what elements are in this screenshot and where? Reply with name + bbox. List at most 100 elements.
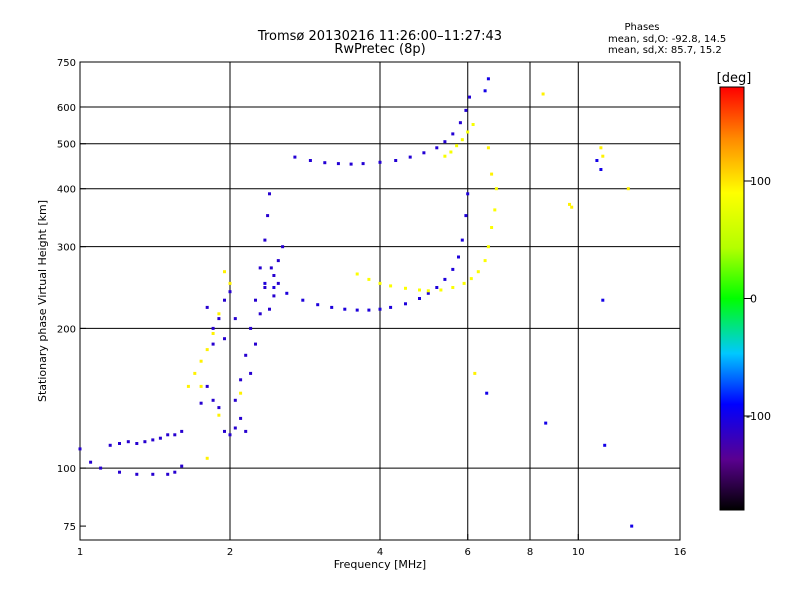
echo-point (199, 401, 203, 405)
colorbar-tick-label: 100 (750, 175, 771, 188)
echo-point (471, 123, 475, 126)
echo-point (228, 290, 232, 294)
phases-o-stats: mean, sd,O: -92.8, 14.5 (608, 34, 726, 45)
x-tick-label: 16 (674, 547, 687, 558)
echo-point (361, 162, 365, 166)
y-tick-label: 400 (57, 185, 76, 196)
echo-point (435, 286, 439, 289)
colorbar-tick-label: 0 (750, 293, 757, 306)
echo-point (108, 443, 112, 447)
echo-point (378, 307, 382, 311)
echo-point (483, 259, 487, 263)
echo-point (473, 371, 477, 375)
grid-lines (80, 62, 680, 540)
echo-point (378, 281, 382, 285)
echo-point (118, 470, 121, 474)
colorbar (719, 86, 745, 511)
echo-point (301, 298, 305, 302)
echo-point (630, 524, 634, 528)
phases-title: Phases (624, 22, 659, 33)
echo-point (223, 429, 226, 433)
echo-point (404, 302, 407, 306)
echo-point (449, 150, 453, 154)
echo-point (460, 238, 464, 242)
x-axis-label: Frequency [MHz] (334, 558, 426, 571)
echo-point (466, 192, 470, 196)
echo-point (451, 267, 455, 271)
echo-point (485, 391, 489, 395)
echo-point (199, 359, 203, 363)
echo-point (626, 187, 630, 191)
echo-point (126, 440, 130, 444)
echo-point (166, 433, 170, 437)
echo-point (186, 384, 190, 388)
echo-point (367, 308, 371, 312)
echo-point (258, 312, 262, 316)
echo-point (135, 442, 139, 445)
echo-point (272, 286, 276, 289)
echo-point (205, 348, 209, 352)
echo-point (263, 238, 267, 242)
echo-point (426, 291, 430, 295)
echo-point (151, 438, 155, 442)
echo-point (217, 312, 221, 316)
y-tick-label: 500 (57, 140, 76, 151)
echo-point (199, 384, 203, 388)
echo-point (276, 259, 280, 263)
echo-point (570, 205, 574, 209)
echo-point (464, 108, 468, 112)
echo-point (486, 146, 490, 150)
echo-point (217, 406, 221, 410)
echo-point (239, 391, 243, 395)
echo-point (490, 226, 494, 229)
echo-point (349, 162, 353, 166)
x-tick-label: 4 (377, 547, 383, 558)
echo-point (258, 266, 262, 270)
echo-point (451, 286, 455, 289)
y-tick-label: 75 (63, 522, 76, 533)
echo-point (544, 421, 548, 425)
echo-point (118, 442, 121, 445)
echo-point (173, 470, 177, 474)
x-tick-label: 6 (465, 547, 471, 558)
echo-point (223, 270, 226, 274)
echo-point (263, 281, 267, 285)
echo-point (443, 140, 447, 144)
echo-point (211, 332, 215, 335)
echo-point (151, 472, 155, 476)
y-tick-label: 300 (57, 243, 76, 254)
echo-point (601, 154, 605, 158)
echo-point (483, 89, 487, 93)
y-tick-label: 600 (57, 103, 76, 114)
echo-point (458, 121, 462, 125)
echo-point (266, 214, 270, 218)
echo-point (223, 298, 226, 302)
echo-point (541, 92, 545, 96)
x-tick-label: 1 (77, 547, 83, 558)
echo-point (443, 154, 447, 158)
echo-point (443, 277, 447, 281)
echo-point (378, 160, 382, 164)
echo-point (285, 291, 289, 295)
echo-point (599, 168, 603, 171)
echo-point (408, 155, 412, 159)
echo-point (464, 214, 468, 218)
echo-point (135, 472, 139, 476)
echo-point (422, 151, 426, 155)
echo-point (158, 436, 162, 440)
echo-point (389, 284, 393, 288)
echo-point (211, 398, 215, 402)
echo-point (249, 326, 253, 330)
echo-point (272, 294, 276, 298)
echo-point (233, 398, 237, 402)
echo-point (426, 289, 430, 293)
echo-point (568, 202, 571, 206)
echo-point (468, 95, 471, 99)
echo-point (451, 132, 455, 136)
echo-point (323, 161, 327, 165)
echo-point (462, 281, 466, 285)
echo-point (494, 187, 498, 191)
echo-point (486, 77, 490, 81)
echo-point (435, 146, 439, 150)
